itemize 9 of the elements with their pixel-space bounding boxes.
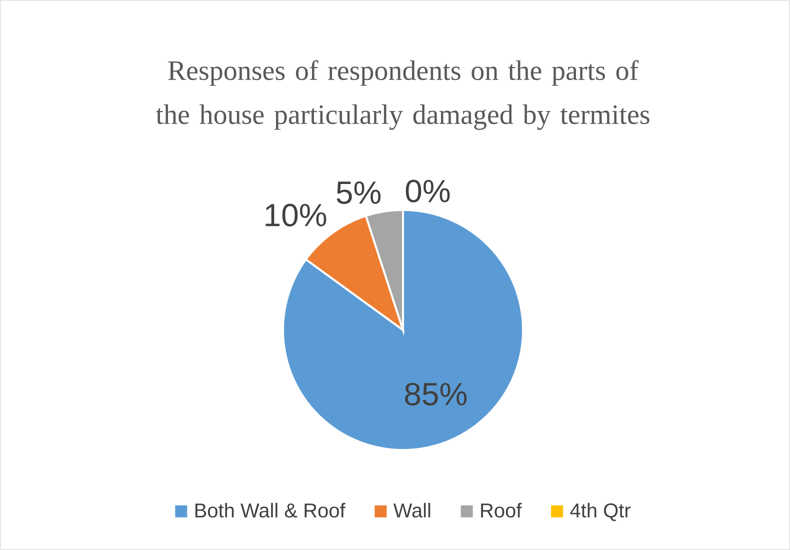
legend-label: Both Wall & Roof <box>195 502 346 518</box>
data-label: 5% <box>336 181 381 204</box>
legend-label: 4th Qtr <box>570 502 630 522</box>
data-label: 85% <box>405 382 467 406</box>
legend-label: Wall <box>393 502 430 518</box>
data-label: 10% <box>266 204 326 226</box>
text: 0% <box>406 180 450 202</box>
legend-label: Roof <box>481 502 522 518</box>
chart-title: Responses of respondents on the parts of the house particularly damaged by termites <box>156 60 650 130</box>
